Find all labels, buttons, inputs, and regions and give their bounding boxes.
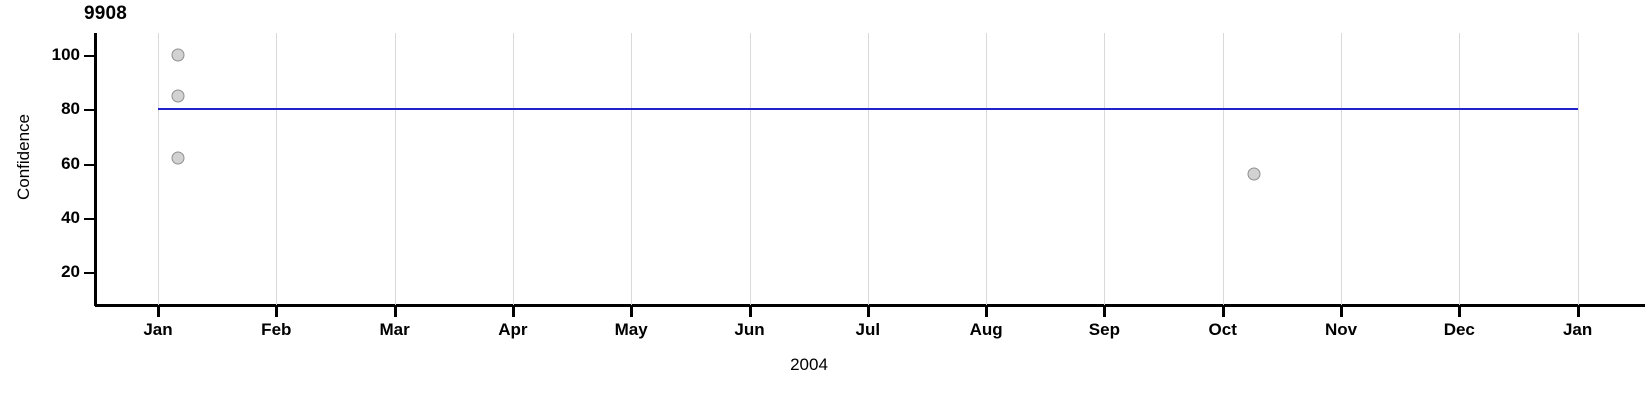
plot-area (95, 33, 1645, 305)
x-tick-label: Feb (261, 320, 292, 339)
x-tick-label: Jan (143, 320, 173, 339)
x-tick-mark (511, 306, 515, 317)
y-tick-mark (84, 272, 94, 275)
gridline-may-4 (631, 33, 633, 305)
gridline-sep-8 (1104, 33, 1106, 305)
y-tick-label: 40 (61, 207, 80, 227)
x-tick-mark (1458, 306, 1462, 317)
x-axis-label: 2004 (790, 355, 828, 374)
x-tick-mark (393, 306, 397, 317)
reference-line (158, 108, 1578, 111)
y-tick-mark (84, 54, 94, 57)
x-tick-mark (275, 306, 279, 317)
gridline-dec-11 (1459, 33, 1461, 305)
gridline-aug-7 (986, 33, 988, 305)
x-tick-label: May (614, 320, 648, 339)
x-tick-mark (1340, 306, 1343, 317)
x-tick-mark (1221, 306, 1225, 317)
x-axis-line (95, 304, 1645, 307)
data-point (1247, 167, 1261, 181)
y-tick-label: 20 (61, 262, 80, 282)
data-point (171, 151, 185, 165)
x-tick-label: Jul (855, 320, 881, 339)
x-tick-label: Oct (1208, 320, 1237, 339)
gridline-mar-2 (394, 33, 396, 305)
y-tick-label: 80 (61, 99, 80, 119)
x-tick-mark (748, 306, 752, 317)
y-tick-mark (84, 109, 94, 112)
y-tick-mark (84, 217, 94, 220)
gridline-oct-9 (1222, 33, 1224, 305)
gridline-jan-12 (1577, 33, 1579, 305)
x-tick-label: Dec (1443, 320, 1475, 339)
gridline-jan-0 (158, 33, 159, 305)
y-tick-label: 60 (61, 153, 80, 173)
x-tick-mark (1103, 306, 1107, 317)
y-axis-label: Confidence (14, 114, 33, 201)
gridline-apr-3 (512, 33, 514, 305)
gridline-jun-5 (749, 33, 751, 305)
chart-title: 9908 (84, 3, 128, 24)
x-tick-label: Mar (379, 320, 410, 339)
y-tick-mark (84, 163, 94, 166)
x-axis-label-wrap: 2004 (0, 355, 1650, 375)
x-tick-mark (866, 306, 870, 317)
y-tick-label: 100 (51, 44, 80, 64)
x-tick-mark (630, 306, 634, 317)
gridline-feb-1 (276, 33, 278, 305)
y-axis-line (94, 33, 97, 306)
x-tick-mark (1576, 306, 1580, 317)
x-tick-label: Jan (1562, 320, 1593, 339)
gridline-jul-6 (867, 33, 869, 305)
x-tick-label: Apr (498, 320, 528, 339)
x-tick-label: Aug (969, 320, 1003, 339)
gridline-nov-10 (1341, 33, 1342, 305)
x-tick-mark (985, 306, 989, 317)
x-tick-mark (157, 306, 160, 317)
data-point (171, 89, 185, 103)
x-tick-label: Nov (1324, 320, 1358, 339)
x-tick-label: Sep (1088, 320, 1120, 339)
data-point (171, 48, 185, 62)
x-tick-label: Jun (734, 320, 765, 339)
